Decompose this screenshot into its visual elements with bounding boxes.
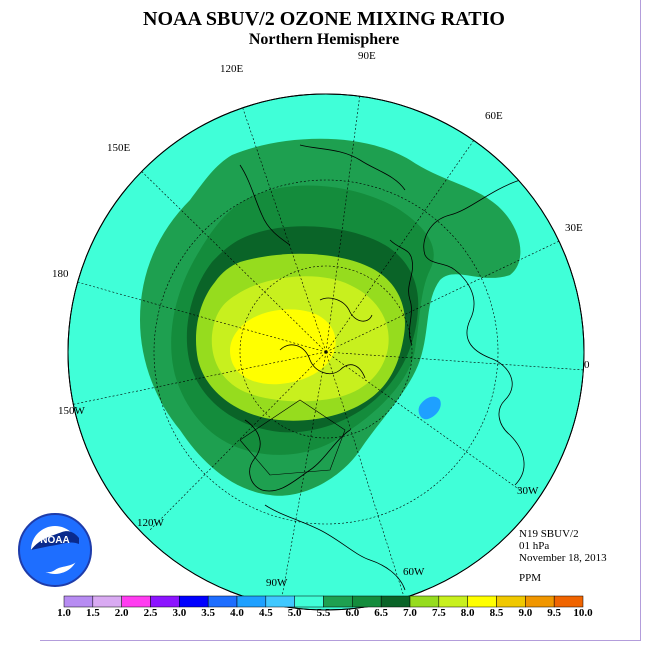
pressure-level: 01 hPa (519, 540, 550, 552)
colorbar-tick-label: 1.0 (57, 607, 71, 619)
colorbar-tick-label: 2.5 (143, 607, 158, 619)
label-60e: 60E (485, 110, 503, 122)
noaa-logo-text: NOAA (40, 535, 70, 546)
colorbar-tick-label: 3.5 (201, 607, 216, 619)
colorbar-tick-label: 8.0 (460, 607, 475, 619)
label-150w: 150W (58, 405, 85, 417)
colorbar-cell (207, 595, 238, 608)
colorbar-tick-label: 6.0 (345, 607, 360, 619)
colorbar-cell (265, 595, 295, 608)
instrument-label: N19 SBUV/2 (519, 528, 579, 540)
colorbar-tick-label: 2.0 (114, 607, 129, 619)
colorbar-tick-label: 5.0 (287, 607, 302, 619)
colorbar-cell (323, 595, 353, 608)
label-30e: 30E (565, 222, 583, 234)
colorbar-cell (179, 595, 209, 608)
date-label: November 18, 2013 (519, 552, 607, 564)
colorbar-tick-label: 1.5 (85, 607, 100, 619)
map-title: NOAA SBUV/2 OZONE MIXING RATIO (143, 8, 505, 30)
colorbar-tick-label: 8.5 (489, 607, 504, 619)
colorbar-tick-label: 7.0 (403, 607, 417, 619)
colorbar-cell (121, 595, 151, 608)
label-60w: 60W (403, 566, 425, 578)
colorbar-cell (553, 595, 584, 608)
colorbar-tick-label: 4.5 (258, 607, 273, 619)
colorbar-cell (409, 595, 440, 608)
colorbar-tick-label: 7.5 (431, 607, 446, 619)
colorbar-tick-label: 3.0 (172, 607, 187, 619)
colorbar-cell (467, 595, 497, 608)
colorbar-tick-label: 6.5 (374, 607, 389, 619)
noaa-logo (18, 513, 92, 587)
colorbar-tick-label: 9.0 (518, 607, 533, 619)
colorbar-tick-label: 10.0 (573, 607, 593, 619)
colorbar-cell (150, 595, 180, 608)
label-90w: 90W (266, 577, 288, 589)
colorbar-cell (294, 595, 324, 608)
label-30w: 30W (517, 485, 539, 497)
info-block: N19 SBUV/2 01 hPa November 18, 2013 (519, 528, 607, 564)
coastlines (239, 144, 525, 591)
contour-7-5 (230, 309, 336, 385)
meridians (69, 94, 584, 609)
label-90e: 90E (358, 50, 376, 62)
colorbar-cell (525, 595, 555, 608)
colorbar-cell (92, 595, 122, 608)
colorbar-cell (438, 595, 468, 608)
label-120w: 120W (137, 517, 164, 529)
contour-blue-spot (418, 396, 441, 420)
colorbar-cell (63, 595, 94, 608)
colorbar-cell (352, 595, 382, 608)
colorbar-tick-label: 9.5 (547, 607, 562, 619)
label-0: 0 (584, 359, 590, 371)
colorbar-cell (380, 595, 411, 608)
colorbar (63, 595, 584, 608)
label-150e: 150E (107, 142, 131, 154)
colorbar-cell (236, 595, 267, 608)
colorbar-tick-label: 4.0 (230, 607, 244, 619)
units-label: PPM (519, 572, 542, 584)
label-180: 180 (52, 268, 69, 280)
colorbar-tick-label: 5.5 (316, 607, 331, 619)
map-subtitle: Northern Hemisphere (248, 31, 400, 48)
latitude-circles (153, 179, 499, 525)
colorbar-cell (496, 595, 526, 608)
label-120e: 120E (220, 63, 244, 75)
